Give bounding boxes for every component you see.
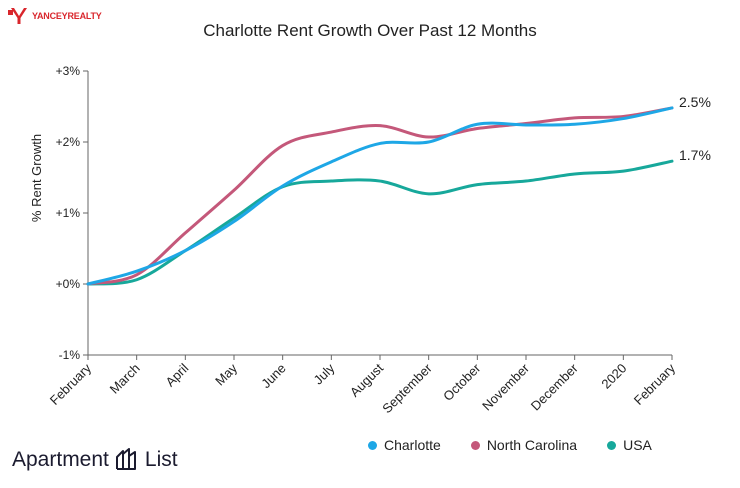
legend-label-north-carolina: North Carolina	[486, 437, 578, 453]
y-tick-label: +1%	[56, 206, 81, 220]
end-label-north-carolina: 2.5%	[679, 94, 711, 110]
chart-labels: 1.7% 2.5%	[679, 94, 711, 163]
legend-marker-usa	[607, 440, 617, 450]
y-tick-label: +3%	[56, 64, 81, 78]
x-tick-label: April	[162, 360, 191, 389]
x-tick-label: March	[107, 361, 143, 397]
apartment-list-word2: List	[144, 448, 178, 471]
chart-series-lines	[86, 106, 674, 286]
chart-title: Charlotte Rent Growth Over Past 12 Month…	[203, 21, 537, 40]
chart-legend: Charlotte North Carolina USA	[368, 437, 682, 453]
yancey-brand: YANCEYREALTY	[8, 6, 102, 26]
x-tick-label: December	[528, 360, 581, 413]
x-tick-label: May	[212, 360, 240, 388]
y-tick-label: +2%	[56, 135, 81, 149]
x-tick-label: November	[479, 360, 532, 413]
series-line-charlotte	[86, 106, 674, 286]
series-line-usa	[86, 159, 674, 286]
series-line-north-carolina	[86, 106, 674, 286]
yancey-logo-icon	[8, 8, 27, 24]
legend-item-north-carolina[interactable]: North Carolina	[470, 437, 578, 453]
legend-marker-north-carolina	[470, 440, 480, 450]
apartment-list-logo: Apartment List	[12, 448, 178, 472]
x-tick-label: September	[379, 360, 435, 416]
legend-label-charlotte: Charlotte	[384, 437, 441, 453]
x-tick-label: October	[440, 360, 484, 404]
legend-marker-charlotte	[368, 440, 377, 450]
x-tick-label: February	[47, 360, 95, 408]
end-label-usa: 1.7%	[679, 147, 711, 163]
y-tick-label: +0%	[56, 277, 81, 291]
x-tick-label: August	[347, 360, 386, 399]
brand-name: YANCEYREALTY	[32, 11, 102, 21]
legend-item-charlotte[interactable]: Charlotte	[368, 437, 441, 453]
x-tick-label: June	[258, 361, 289, 392]
x-tick-label: 2020	[598, 361, 629, 392]
y-tick-label: -1%	[59, 348, 81, 362]
y-axis-title: % Rent Growth	[29, 134, 44, 222]
apartment-list-logo-icon	[115, 448, 136, 470]
apartment-list-word1: Apartment	[12, 448, 109, 471]
legend-item-usa[interactable]: USA	[607, 437, 652, 453]
x-tick-label: February	[631, 360, 679, 408]
x-tick-label: July	[310, 360, 337, 387]
legend-label-usa: USA	[623, 437, 652, 453]
